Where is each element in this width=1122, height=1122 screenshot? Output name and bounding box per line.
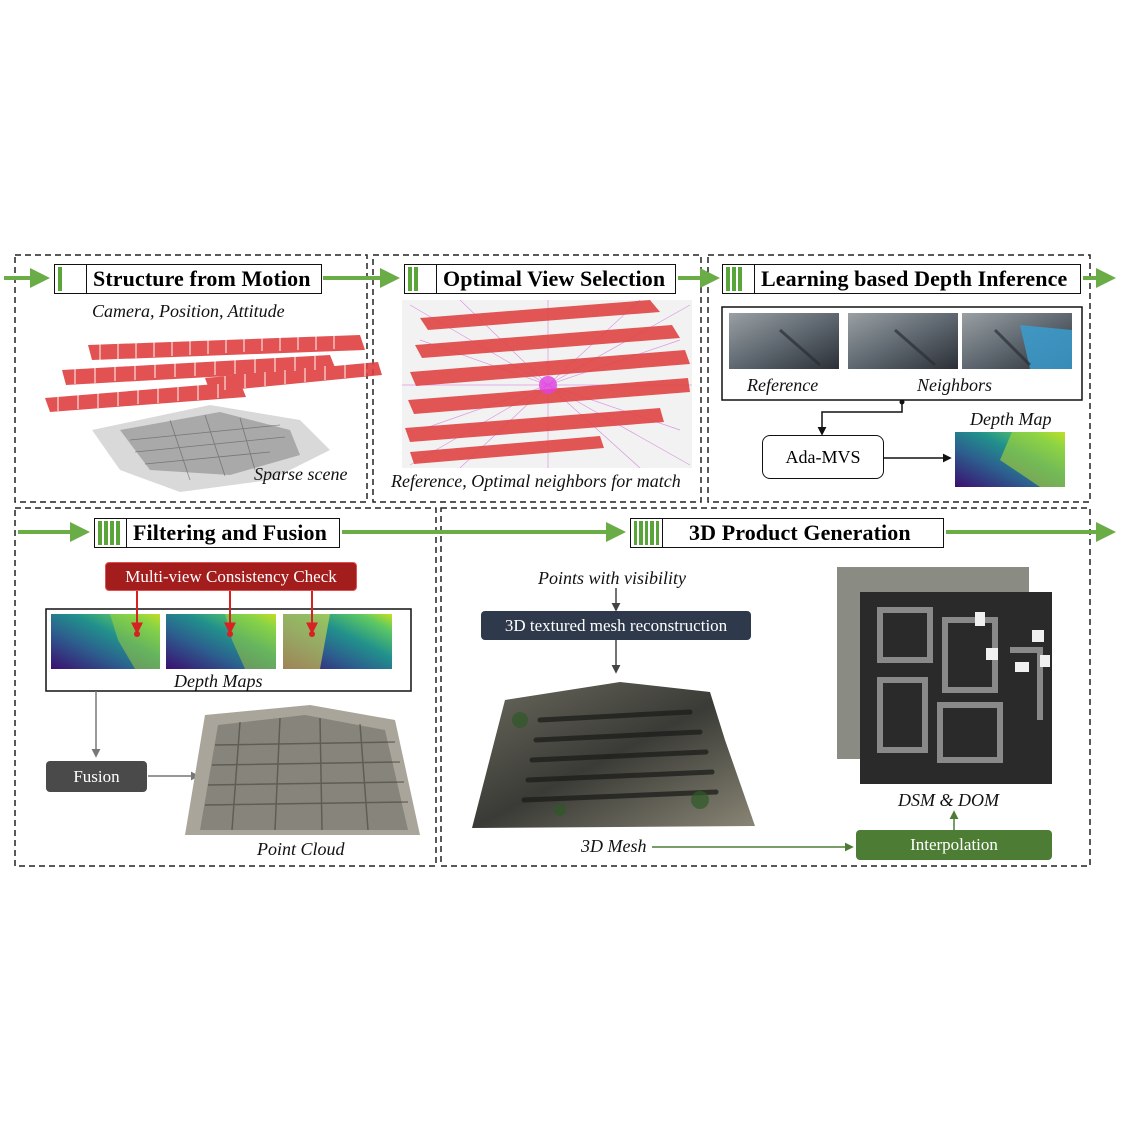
pg-header: 3D Product Generation (630, 518, 944, 548)
ff-title: Filtering and Fusion (133, 520, 327, 545)
ovs-caption: Reference, Optimal neighbors for match (391, 471, 681, 491)
visibility-label: Points with visibility (538, 568, 686, 588)
ada-mvs-box: Ada-MVS (762, 435, 884, 479)
reference-label: Reference (747, 375, 819, 395)
sfm-camera-grid (45, 335, 382, 492)
sfm-title: Structure from Motion (93, 266, 311, 291)
neighbor-image-1 (848, 313, 958, 369)
ovs-header: Optimal View Selection (404, 264, 676, 294)
reference-image (729, 313, 839, 369)
mesh-label: 3D Mesh (581, 836, 647, 856)
stage-progress-icon (631, 519, 663, 547)
sfm-header: Structure from Motion (54, 264, 322, 294)
stage-progress-icon (723, 265, 755, 293)
ldi-title: Learning based Depth Inference (761, 266, 1068, 291)
stage-progress-icon (55, 265, 87, 293)
neighbors-label: Neighbors (917, 375, 993, 395)
stage-progress-icon (95, 519, 127, 547)
ldi-header: Learning based Depth Inference (722, 264, 1081, 294)
interpolation-label: Interpolation (856, 830, 1052, 860)
ovs-title: Optimal View Selection (443, 266, 666, 291)
depth-maps-label: Depth Maps (174, 671, 263, 691)
mesh-recon-label: 3D textured mesh reconstruction (481, 611, 751, 640)
stage-progress-icon (405, 265, 437, 293)
sfm-caption: Camera, Position, Attitude (92, 301, 285, 321)
ff-header: Filtering and Fusion (94, 518, 340, 548)
consistency-check-label: Multi-view Consistency Check (105, 562, 357, 591)
depth-map-2 (166, 614, 276, 669)
dsm-dom-label: DSM & DOM (898, 790, 999, 810)
sfm-scene-label: Sparse scene (254, 464, 348, 484)
point-cloud-label: Point Cloud (257, 839, 345, 859)
depth-map-label: Depth Map (970, 409, 1052, 429)
pg-title: 3D Product Generation (689, 520, 911, 545)
ovs-view-graph (402, 299, 692, 469)
fusion-label: Fusion (46, 761, 147, 792)
